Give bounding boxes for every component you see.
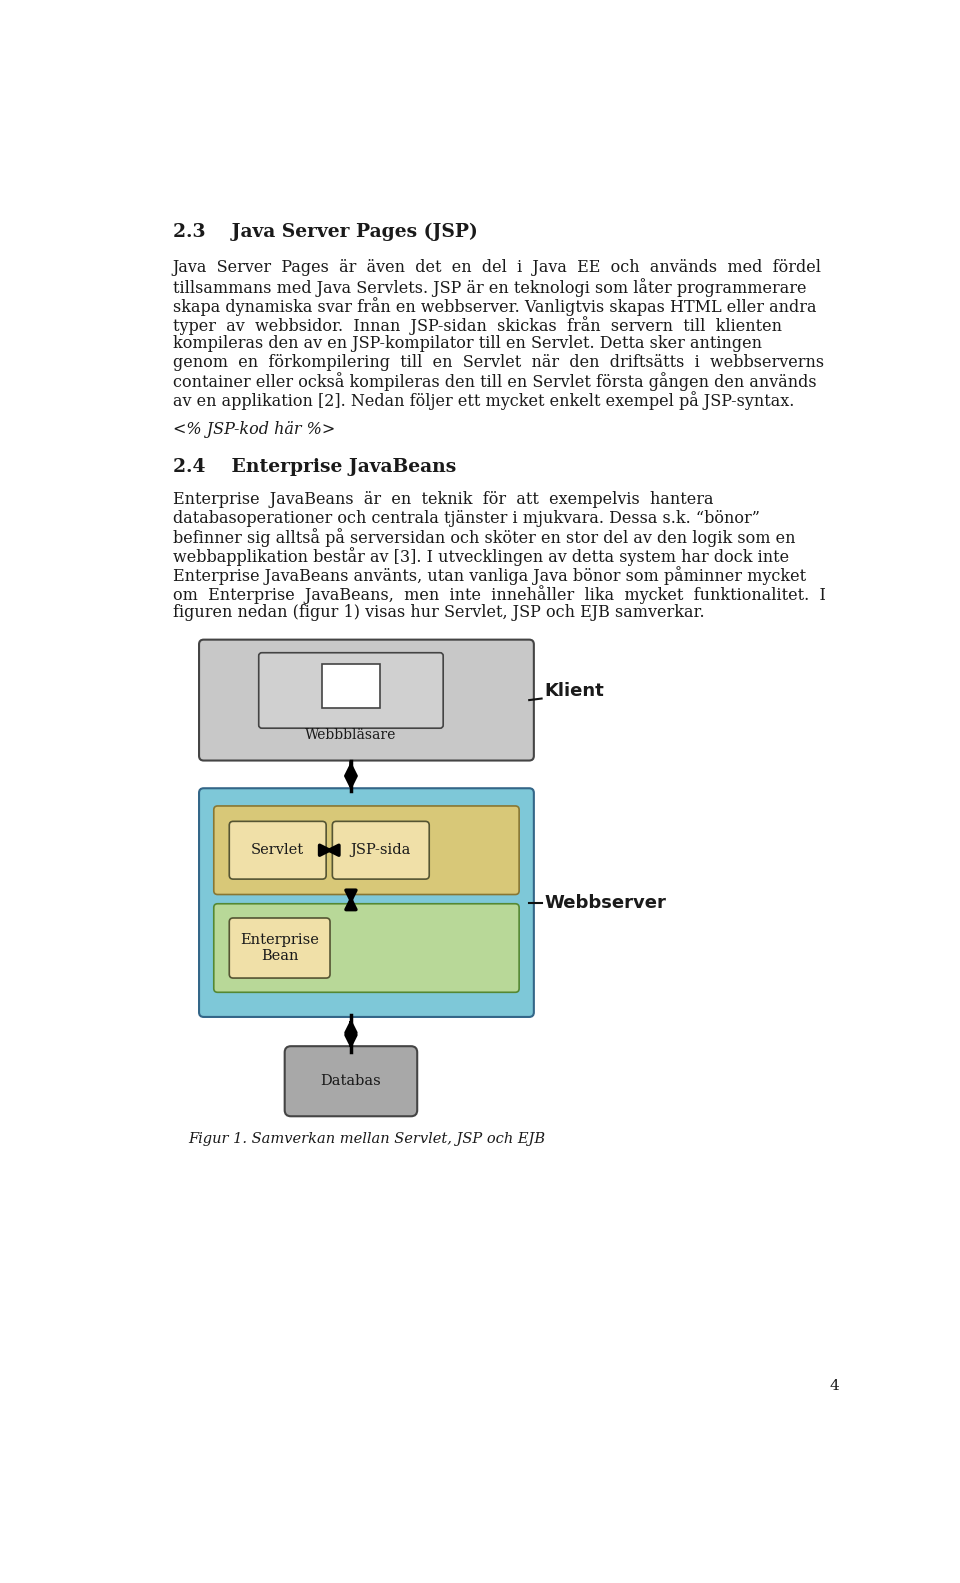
FancyBboxPatch shape bbox=[214, 806, 519, 894]
FancyBboxPatch shape bbox=[214, 904, 519, 993]
Text: typer  av  webbsidor.  Innan  JSP-sidan  skickas  från  servern  till  klienten: typer av webbsidor. Innan JSP-sidan skic… bbox=[173, 317, 781, 334]
Text: webbapplikation består av [3]. I utvecklingen av detta system har dock inte: webbapplikation består av [3]. I utveckl… bbox=[173, 548, 789, 567]
Text: kompileras den av en JSP-kompilator till en Servlet. Detta sker antingen: kompileras den av en JSP-kompilator till… bbox=[173, 334, 761, 351]
FancyBboxPatch shape bbox=[199, 640, 534, 760]
Text: databasoperationer och centrala tjänster i mjukvara. Dessa s.k. “bönor”: databasoperationer och centrala tjänster… bbox=[173, 510, 759, 527]
Text: Enterprise
Bean: Enterprise Bean bbox=[240, 932, 319, 962]
FancyBboxPatch shape bbox=[259, 652, 444, 728]
Text: Enterprise JavaBeans använts, utan vanliga Java bönor som påminner mycket: Enterprise JavaBeans använts, utan vanli… bbox=[173, 567, 805, 586]
FancyBboxPatch shape bbox=[285, 1046, 418, 1116]
Text: 4: 4 bbox=[829, 1379, 839, 1393]
Text: <% JSP-kod här %>: <% JSP-kod här %> bbox=[173, 421, 335, 438]
Text: genom  en  förkompilering  till  en  Servlet  när  den  driftsätts  i  webbserve: genom en förkompilering till en Servlet … bbox=[173, 353, 824, 370]
Text: Klient: Klient bbox=[544, 682, 605, 700]
FancyBboxPatch shape bbox=[229, 822, 326, 879]
FancyBboxPatch shape bbox=[332, 822, 429, 879]
Text: av en applikation [2]. Nedan följer ett mycket enkelt exempel på JSP-syntax.: av en applikation [2]. Nedan följer ett … bbox=[173, 391, 794, 410]
Text: Enterprise  JavaBeans  är  en  teknik  för  att  exempelvis  hantera: Enterprise JavaBeans är en teknik för at… bbox=[173, 491, 713, 508]
FancyBboxPatch shape bbox=[322, 663, 380, 708]
FancyBboxPatch shape bbox=[229, 918, 330, 978]
Text: om  Enterprise  JavaBeans,  men  inte  innehåller  lika  mycket  funktionalitet.: om Enterprise JavaBeans, men inte innehå… bbox=[173, 586, 826, 603]
Text: 2.3    Java Server Pages (JSP): 2.3 Java Server Pages (JSP) bbox=[173, 222, 477, 241]
Text: container eller också kompileras den till en Servlet första gången den används: container eller också kompileras den til… bbox=[173, 372, 816, 391]
Text: Webbbläsare: Webbbläsare bbox=[305, 728, 396, 742]
Text: Java  Server  Pages  är  även  det  en  del  i  Java  EE  och  används  med  för: Java Server Pages är även det en del i J… bbox=[173, 260, 822, 277]
Text: Servlet: Servlet bbox=[252, 844, 304, 858]
FancyBboxPatch shape bbox=[199, 788, 534, 1016]
Text: skapa dynamiska svar från en webbserver. Vanligtvis skapas HTML eller andra: skapa dynamiska svar från en webbserver.… bbox=[173, 298, 816, 317]
Text: 2.4    Enterprise JavaBeans: 2.4 Enterprise JavaBeans bbox=[173, 459, 456, 476]
Text: befinner sig alltså på serversidan och sköter en stor del av den logik som en: befinner sig alltså på serversidan och s… bbox=[173, 529, 795, 548]
Text: figuren nedan (figur 1) visas hur Servlet, JSP och EJB samverkar.: figuren nedan (figur 1) visas hur Servle… bbox=[173, 603, 705, 621]
Text: Databas: Databas bbox=[321, 1075, 381, 1088]
Text: Webbserver: Webbserver bbox=[544, 893, 666, 912]
Text: tillsammans med Java Servlets. JSP är en teknologi som låter programmerare: tillsammans med Java Servlets. JSP är en… bbox=[173, 279, 806, 298]
Text: Figur 1. Samverkan mellan Servlet, JSP och EJB: Figur 1. Samverkan mellan Servlet, JSP o… bbox=[188, 1132, 545, 1146]
Text: JSP-sida: JSP-sida bbox=[350, 844, 411, 858]
